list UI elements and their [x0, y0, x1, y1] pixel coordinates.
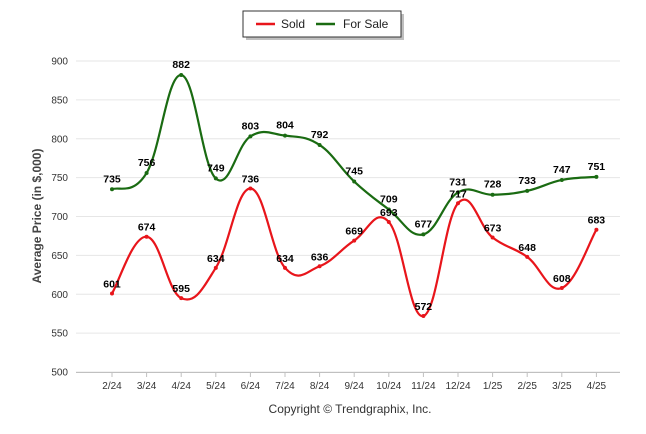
- data-label-sold: 608: [553, 273, 571, 285]
- data-label-for-sale: 804: [276, 120, 294, 132]
- x-tick-label: 4/24: [171, 381, 191, 392]
- data-label-sold: 572: [415, 301, 433, 313]
- y-tick-label: 550: [51, 329, 68, 340]
- y-tick-label: 600: [51, 290, 68, 301]
- x-tick-label: 9/24: [344, 381, 364, 392]
- data-point-for-sale: [179, 72, 184, 77]
- data-point-sold: [559, 286, 564, 291]
- data-point-for-sale: [352, 179, 357, 184]
- data-point-for-sale: [594, 174, 599, 179]
- legend: Sold For Sale: [242, 10, 404, 40]
- x-tick-label: 3/25: [552, 381, 572, 392]
- data-label-for-sale: 733: [518, 175, 536, 187]
- data-point-sold: [490, 235, 495, 240]
- data-point-for-sale: [144, 170, 149, 175]
- x-tick-label: 6/24: [241, 381, 261, 392]
- x-tick-label: 11/24: [411, 381, 436, 392]
- data-label-sold: 674: [138, 222, 156, 234]
- data-point-for-sale: [525, 188, 530, 193]
- data-point-sold: [456, 201, 460, 206]
- data-label-sold: 683: [588, 215, 606, 227]
- data-label-for-sale: 751: [588, 161, 606, 173]
- x-tick-label: 4/25: [587, 381, 607, 392]
- data-point-for-sale: [421, 232, 426, 237]
- series-line-for-sale: [110, 73, 598, 236]
- data-label-sold: 736: [242, 174, 260, 186]
- data-label-sold: 717: [449, 188, 467, 200]
- x-tick-label: 2/24: [102, 381, 122, 392]
- grid-layer: [76, 60, 620, 373]
- data-point-sold: [248, 186, 253, 191]
- label-layer: 601 674 595 634 736 634 636 669 693 572 717 673 648 6…: [103, 59, 605, 313]
- data-point-sold: [179, 296, 184, 301]
- data-point-sold: [352, 238, 357, 243]
- y-tick-label: 700: [51, 212, 68, 223]
- data-point-for-sale: [283, 133, 287, 138]
- y-tick-label: 750: [51, 173, 68, 184]
- data-point-for-sale: [213, 176, 218, 181]
- y-axis-title: Average Price (in $,000): [30, 149, 44, 284]
- x-tick-label: 1/25: [483, 381, 503, 392]
- data-label-for-sale: 756: [138, 157, 156, 169]
- y-tick-label: 900: [51, 57, 68, 68]
- data-point-sold: [110, 291, 114, 296]
- data-label-sold: 693: [380, 207, 398, 219]
- x-tick-label: 2/25: [517, 381, 537, 392]
- y-tick-label: 650: [51, 251, 68, 262]
- data-point-for-sale: [110, 187, 114, 192]
- series-layer: [110, 72, 599, 319]
- data-label-for-sale: 749: [207, 162, 225, 174]
- x-tick-label: 3/24: [137, 381, 157, 392]
- data-point-for-sale: [317, 142, 322, 147]
- data-label-for-sale: 709: [380, 194, 398, 206]
- data-label-sold: 601: [103, 278, 121, 290]
- data-label-for-sale: 731: [449, 176, 467, 188]
- data-label-sold: 634: [276, 253, 294, 265]
- axis-layer: 500 550 600 650 700 750 800 850 900 2/24 3/24 4/24 5…: [51, 57, 620, 392]
- data-label-sold: 673: [484, 222, 502, 234]
- data-label-for-sale: 728: [484, 179, 502, 191]
- data-label-for-sale: 882: [172, 59, 190, 71]
- x-tick-label: 8/24: [310, 381, 330, 392]
- data-point-sold: [421, 314, 426, 319]
- data-point-for-sale: [386, 207, 391, 212]
- data-point-sold: [317, 264, 322, 269]
- data-point-sold: [144, 234, 149, 239]
- data-label-for-sale: 747: [553, 164, 571, 176]
- data-point-sold: [386, 219, 391, 224]
- data-point-sold: [283, 265, 287, 270]
- data-point-sold: [594, 227, 599, 232]
- data-label-for-sale: 803: [242, 120, 260, 132]
- data-label-sold: 669: [345, 226, 363, 238]
- data-point-sold: [213, 265, 218, 270]
- data-label-for-sale: 735: [103, 173, 121, 185]
- x-tick-label: 10/24: [376, 381, 401, 392]
- x-tick-label: 7/24: [275, 381, 295, 392]
- data-point-sold: [525, 254, 530, 259]
- data-point-for-sale: [248, 134, 253, 139]
- y-tick-label: 850: [51, 95, 68, 106]
- copyright-footer: Copyright © Trendgraphix, Inc.: [269, 402, 432, 416]
- data-label-sold: 634: [207, 253, 225, 265]
- x-tick-label: 12/24: [445, 381, 470, 392]
- data-label-sold: 595: [172, 283, 190, 295]
- data-point-for-sale: [559, 177, 564, 182]
- legend-label-sold: Sold: [281, 17, 305, 31]
- data-point-for-sale: [490, 192, 495, 197]
- x-tick-label: 5/24: [206, 381, 226, 392]
- data-label-sold: 636: [311, 251, 329, 263]
- legend-label-for-sale: For Sale: [343, 17, 389, 31]
- data-label-for-sale: 792: [311, 129, 329, 141]
- data-label-for-sale: 677: [415, 218, 433, 230]
- y-tick-label: 800: [51, 134, 68, 145]
- data-label-for-sale: 745: [345, 166, 363, 178]
- data-point-for-sale: [456, 190, 460, 195]
- y-tick-label: 500: [51, 368, 68, 379]
- data-label-sold: 648: [518, 242, 536, 254]
